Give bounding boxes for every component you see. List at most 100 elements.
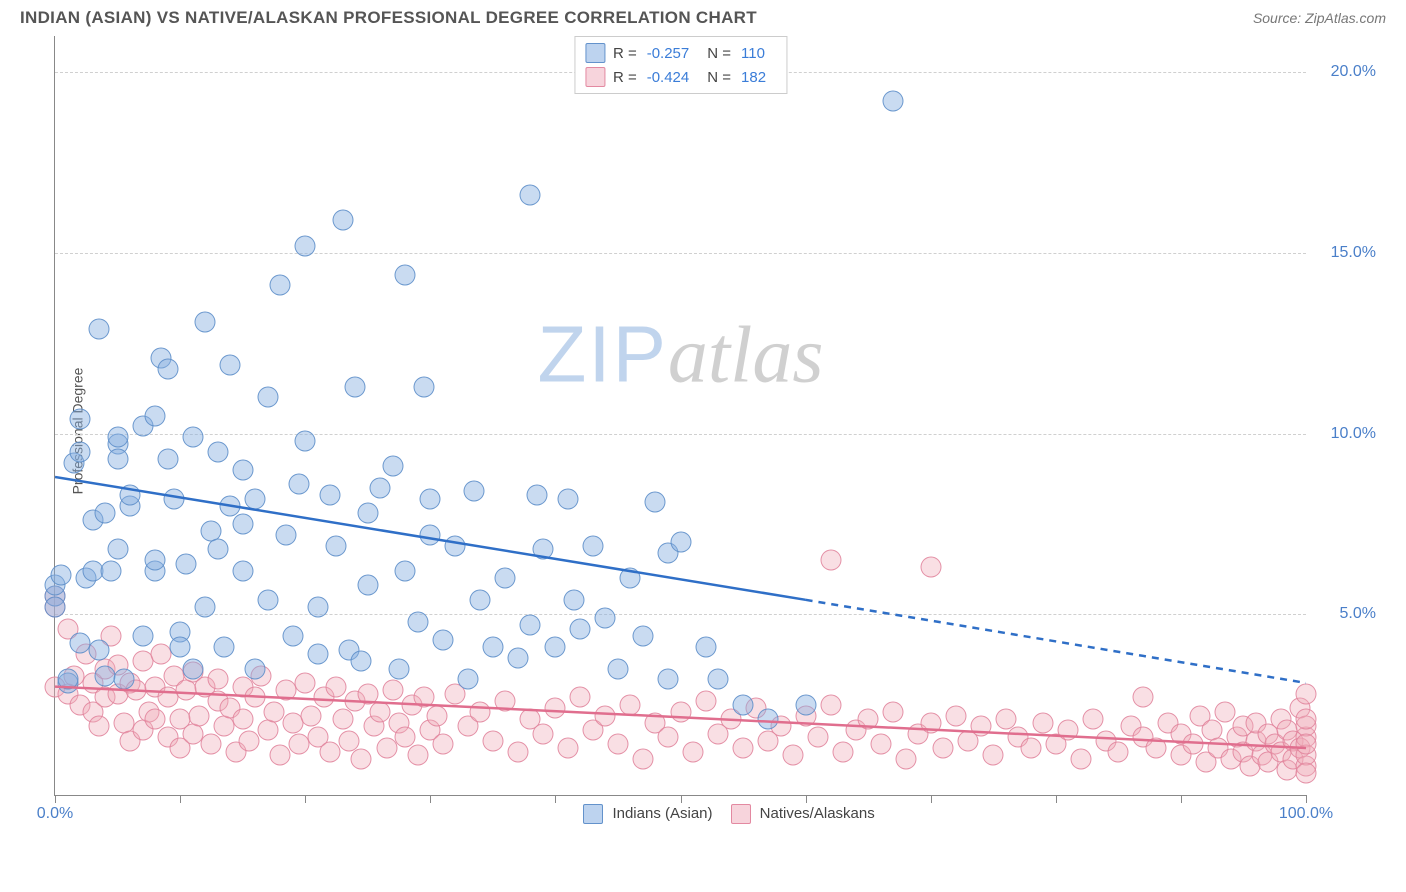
x-tick bbox=[1056, 795, 1057, 803]
x-tick bbox=[305, 795, 306, 803]
pink-point bbox=[495, 691, 516, 712]
blue-point bbox=[457, 669, 478, 690]
pink-point bbox=[945, 705, 966, 726]
pink-point bbox=[88, 716, 109, 737]
pink-point bbox=[482, 730, 503, 751]
plot-container: Professional Degree ZIPatlas R =-0.257N … bbox=[54, 36, 1386, 826]
blue-point bbox=[107, 448, 128, 469]
pink-point bbox=[683, 741, 704, 762]
blue-point bbox=[395, 560, 416, 581]
blue-point bbox=[564, 589, 585, 610]
blue-point bbox=[795, 694, 816, 715]
blue-point bbox=[257, 589, 278, 610]
pink-point bbox=[257, 719, 278, 740]
pink-point bbox=[395, 727, 416, 748]
blue-point bbox=[395, 264, 416, 285]
blue-point bbox=[245, 488, 266, 509]
blue-point bbox=[70, 409, 91, 430]
blue-point bbox=[145, 550, 166, 571]
blue-point bbox=[351, 651, 372, 672]
blue-point bbox=[107, 539, 128, 560]
blue-point bbox=[420, 524, 441, 545]
blue-point bbox=[51, 564, 72, 585]
blue-point bbox=[245, 658, 266, 679]
pink-point bbox=[407, 745, 428, 766]
pink-point bbox=[338, 730, 359, 751]
pink-point bbox=[1296, 734, 1317, 755]
legend-swatch bbox=[731, 804, 751, 824]
blue-point bbox=[420, 488, 441, 509]
pink-point bbox=[1296, 709, 1317, 730]
legend-n-value: 182 bbox=[741, 69, 766, 86]
pink-point bbox=[820, 694, 841, 715]
chart-title: INDIAN (ASIAN) VS NATIVE/ALASKAN PROFESS… bbox=[20, 8, 757, 28]
blue-point bbox=[70, 441, 91, 462]
legend-series-label: Indians (Asian) bbox=[608, 805, 712, 822]
x-tick bbox=[806, 795, 807, 803]
blue-point bbox=[120, 485, 141, 506]
pink-point bbox=[695, 691, 716, 712]
gridline bbox=[55, 614, 1306, 615]
blue-point bbox=[464, 481, 485, 502]
legend-r-label: R = bbox=[613, 45, 637, 62]
legend-r-value: -0.424 bbox=[647, 69, 690, 86]
blue-point bbox=[145, 405, 166, 426]
x-tick bbox=[430, 795, 431, 803]
pink-point bbox=[783, 745, 804, 766]
pink-point bbox=[1183, 734, 1204, 755]
x-tick bbox=[681, 795, 682, 803]
blue-point bbox=[758, 709, 779, 730]
blue-point bbox=[163, 488, 184, 509]
legend-r-label: R = bbox=[613, 69, 637, 86]
pink-point bbox=[1070, 748, 1091, 769]
pink-point bbox=[1133, 687, 1154, 708]
blue-point bbox=[88, 318, 109, 339]
blue-point bbox=[132, 625, 153, 646]
blue-point bbox=[407, 611, 428, 632]
blue-point bbox=[482, 636, 503, 657]
pink-point bbox=[320, 741, 341, 762]
pink-point bbox=[1296, 683, 1317, 704]
x-tick bbox=[555, 795, 556, 803]
pink-point bbox=[263, 701, 284, 722]
pink-point bbox=[326, 676, 347, 697]
legend-swatch bbox=[583, 804, 603, 824]
pink-point bbox=[201, 734, 222, 755]
pink-point bbox=[270, 745, 291, 766]
blue-point bbox=[232, 459, 253, 480]
blue-point bbox=[182, 658, 203, 679]
pink-point bbox=[232, 709, 253, 730]
series-legend: Indians (Asian) Natives/Alaskans bbox=[54, 804, 1386, 824]
blue-point bbox=[557, 488, 578, 509]
blue-point bbox=[107, 427, 128, 448]
blue-point bbox=[607, 658, 628, 679]
blue-point bbox=[507, 647, 528, 668]
pink-point bbox=[895, 748, 916, 769]
legend-series-label: Natives/Alaskans bbox=[756, 805, 875, 822]
pink-point bbox=[1020, 738, 1041, 759]
blue-point bbox=[195, 597, 216, 618]
gridline bbox=[55, 253, 1306, 254]
pink-point bbox=[507, 741, 528, 762]
pink-point bbox=[820, 550, 841, 571]
pink-point bbox=[920, 712, 941, 733]
blue-point bbox=[220, 354, 241, 375]
pink-point bbox=[1214, 701, 1235, 722]
blue-point bbox=[695, 636, 716, 657]
pink-point bbox=[426, 705, 447, 726]
pink-point bbox=[332, 709, 353, 730]
source-attribution: Source: ZipAtlas.com bbox=[1253, 10, 1386, 26]
blue-point bbox=[182, 427, 203, 448]
blue-point bbox=[520, 615, 541, 636]
blue-point bbox=[213, 636, 234, 657]
pink-point bbox=[545, 698, 566, 719]
x-tick bbox=[931, 795, 932, 803]
watermark-zip: ZIP bbox=[537, 309, 667, 398]
pink-point bbox=[607, 734, 628, 755]
watermark: ZIPatlas bbox=[537, 308, 823, 401]
blue-point bbox=[220, 495, 241, 516]
pink-point bbox=[870, 734, 891, 755]
pink-point bbox=[595, 705, 616, 726]
pink-point bbox=[1033, 712, 1054, 733]
blue-point bbox=[101, 560, 122, 581]
